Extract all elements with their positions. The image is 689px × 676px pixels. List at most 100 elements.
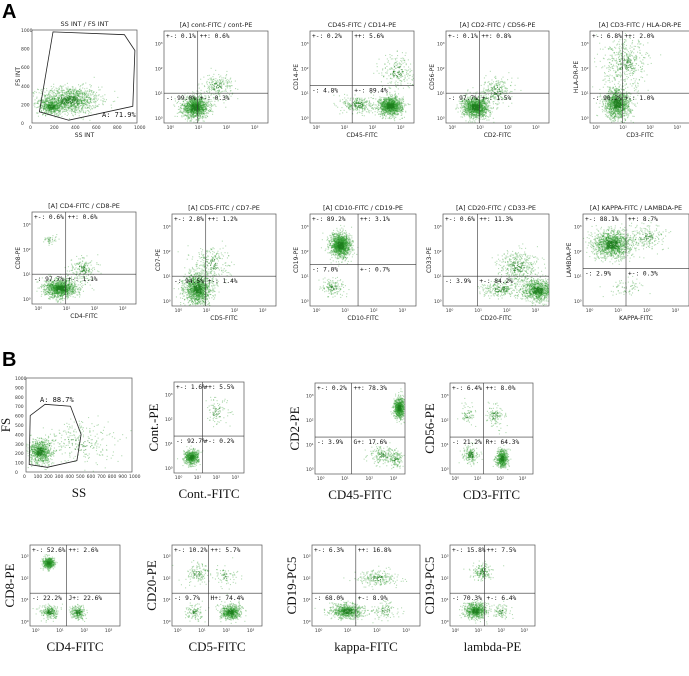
data-point xyxy=(180,106,182,108)
data-point xyxy=(205,108,207,110)
data-point xyxy=(180,98,182,100)
data-point xyxy=(203,110,205,112)
data-point xyxy=(96,91,98,93)
data-point xyxy=(198,103,200,105)
data-point xyxy=(388,102,390,104)
data-point xyxy=(199,105,201,107)
data-point xyxy=(196,110,198,112)
data-point xyxy=(186,107,188,109)
data-point xyxy=(67,93,69,95)
data-point xyxy=(190,105,192,107)
data-point xyxy=(396,102,398,104)
data-point xyxy=(70,111,72,113)
data-point xyxy=(393,99,395,101)
data-point xyxy=(348,104,350,106)
data-point xyxy=(381,105,383,107)
data-point xyxy=(78,108,80,110)
data-point xyxy=(73,101,75,103)
data-point xyxy=(72,109,74,111)
data-point xyxy=(192,114,194,116)
data-point xyxy=(206,82,208,84)
data-point xyxy=(42,105,44,107)
data-point xyxy=(74,106,76,108)
data-point xyxy=(212,84,214,86)
data-point xyxy=(394,110,396,112)
data-point xyxy=(196,101,198,103)
data-point xyxy=(51,105,53,107)
data-point xyxy=(201,109,203,111)
data-point xyxy=(199,113,201,115)
data-point xyxy=(43,105,45,107)
data-point xyxy=(385,103,387,105)
data-point xyxy=(61,101,63,103)
data-point xyxy=(204,103,206,105)
data-point xyxy=(58,110,60,112)
data-point xyxy=(50,101,52,103)
data-point xyxy=(202,110,204,112)
quadrant-label-ll: -: 99.0% xyxy=(166,95,196,102)
data-point xyxy=(65,93,67,95)
data-point xyxy=(218,79,220,81)
data-point xyxy=(382,108,384,110)
data-point xyxy=(349,99,351,101)
data-point xyxy=(378,104,380,106)
data-point xyxy=(395,110,397,112)
data-point xyxy=(63,109,65,111)
data-point xyxy=(74,102,76,104)
data-point xyxy=(88,97,90,99)
data-point xyxy=(390,111,392,113)
data-point xyxy=(385,97,387,99)
data-point xyxy=(197,102,199,104)
data-point xyxy=(45,97,47,99)
data-point xyxy=(63,102,65,104)
data-point xyxy=(70,102,72,104)
y-tick-label: 1000 xyxy=(21,28,33,34)
data-point xyxy=(61,107,63,109)
data-point xyxy=(357,106,359,108)
data-point xyxy=(81,95,83,97)
data-point xyxy=(57,114,59,116)
data-point xyxy=(189,95,191,97)
data-point xyxy=(396,103,398,105)
data-point xyxy=(68,102,70,104)
data-point xyxy=(395,98,397,100)
data-point xyxy=(389,113,391,115)
data-point xyxy=(359,112,361,114)
data-point xyxy=(387,102,389,104)
data-point xyxy=(379,100,381,102)
data-point xyxy=(197,97,199,99)
data-point xyxy=(386,102,388,104)
data-point xyxy=(182,110,184,112)
data-point xyxy=(209,101,211,103)
data-point xyxy=(46,99,48,101)
data-point xyxy=(189,104,191,106)
data-point xyxy=(399,108,401,110)
data-point xyxy=(190,120,192,122)
data-point xyxy=(195,97,197,99)
data-point xyxy=(196,98,198,100)
data-point xyxy=(81,101,83,103)
data-point xyxy=(194,111,196,113)
data-point xyxy=(82,99,84,101)
data-point xyxy=(48,92,50,94)
data-point xyxy=(353,105,355,107)
data-point xyxy=(198,103,200,105)
data-point xyxy=(384,106,386,108)
data-point xyxy=(57,96,59,98)
data-point xyxy=(400,102,402,104)
data-point xyxy=(395,109,397,111)
data-point xyxy=(57,99,59,101)
data-point xyxy=(70,105,72,107)
data-point xyxy=(401,106,403,108)
data-point xyxy=(214,89,216,91)
data-point xyxy=(193,117,195,119)
data-point xyxy=(55,105,57,107)
data-point xyxy=(84,103,86,105)
data-point xyxy=(186,111,188,113)
data-point xyxy=(199,115,201,117)
data-point xyxy=(200,105,202,107)
data-point xyxy=(198,112,200,114)
data-point xyxy=(397,107,399,109)
data-point xyxy=(199,107,201,109)
data-point xyxy=(213,78,215,80)
